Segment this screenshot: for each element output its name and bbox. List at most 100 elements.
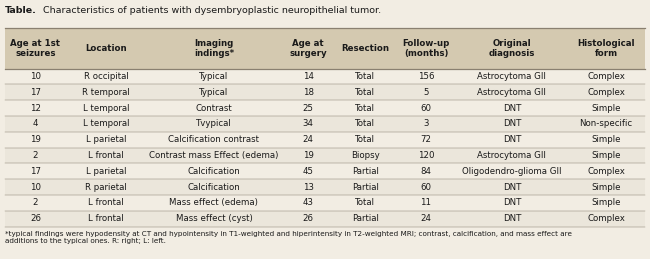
Text: Tvypical: Tvypical <box>196 119 232 128</box>
Text: Calcification: Calcification <box>188 183 240 192</box>
Text: Complex: Complex <box>587 88 625 97</box>
Text: Typical: Typical <box>200 88 229 97</box>
Text: 26: 26 <box>303 214 314 223</box>
Text: L temporal: L temporal <box>83 119 129 128</box>
Text: L frontal: L frontal <box>88 214 124 223</box>
Text: 84: 84 <box>421 167 432 176</box>
Text: Resection: Resection <box>341 44 389 53</box>
Text: 43: 43 <box>303 198 314 207</box>
Text: Location: Location <box>85 44 127 53</box>
Text: DNT: DNT <box>502 198 521 207</box>
Bar <box>5 148 645 163</box>
Text: L frontal: L frontal <box>88 198 124 207</box>
Text: Histological
form: Histological form <box>577 39 635 58</box>
Text: 120: 120 <box>418 151 434 160</box>
Text: *typical findings were hypodensity at CT and hypointensity in T1-weighted and hi: *typical findings were hypodensity at CT… <box>5 231 572 244</box>
Text: DNT: DNT <box>502 214 521 223</box>
Text: 10: 10 <box>30 72 41 81</box>
Bar <box>5 211 645 227</box>
Text: Mass effect (edema): Mass effect (edema) <box>170 198 258 207</box>
Text: 24: 24 <box>303 135 314 144</box>
Text: Biopsy: Biopsy <box>351 151 380 160</box>
Text: Total: Total <box>356 104 376 113</box>
Text: 19: 19 <box>30 135 41 144</box>
Text: 10: 10 <box>30 183 41 192</box>
Text: Partial: Partial <box>352 167 379 176</box>
Text: 19: 19 <box>303 151 313 160</box>
Bar <box>5 69 645 84</box>
Text: Follow-up
(months): Follow-up (months) <box>402 39 450 58</box>
Bar <box>5 195 645 211</box>
Text: 34: 34 <box>303 119 314 128</box>
Text: 25: 25 <box>303 104 314 113</box>
Text: Age at 1st
seizures: Age at 1st seizures <box>10 39 60 58</box>
Text: Complex: Complex <box>587 214 625 223</box>
Text: 2: 2 <box>32 151 38 160</box>
Text: Total: Total <box>356 88 376 97</box>
Text: 12: 12 <box>30 104 41 113</box>
Text: Calcification: Calcification <box>188 167 240 176</box>
Text: Age at
surgery: Age at surgery <box>289 39 327 58</box>
Text: Complex: Complex <box>587 72 625 81</box>
Text: 13: 13 <box>303 183 314 192</box>
Text: R parietal: R parietal <box>85 183 127 192</box>
Text: 11: 11 <box>421 198 432 207</box>
Text: 156: 156 <box>418 72 434 81</box>
Text: 4: 4 <box>32 119 38 128</box>
Bar <box>5 100 645 116</box>
Text: Simple: Simple <box>592 183 621 192</box>
Text: Oligodendro-glioma GII: Oligodendro-glioma GII <box>462 167 562 176</box>
Text: Non-specific: Non-specific <box>580 119 632 128</box>
Text: Contrast mass Effect (edema): Contrast mass Effect (edema) <box>150 151 279 160</box>
Text: Imaging
indings*: Imaging indings* <box>194 39 234 58</box>
Text: Partial: Partial <box>352 183 379 192</box>
Text: Total: Total <box>356 198 376 207</box>
Text: Table.: Table. <box>5 6 37 16</box>
Text: DNT: DNT <box>502 119 521 128</box>
Text: Astrocytoma GII: Astrocytoma GII <box>477 88 546 97</box>
Text: Simple: Simple <box>592 151 621 160</box>
Text: 24: 24 <box>421 214 432 223</box>
Text: Simple: Simple <box>592 104 621 113</box>
Text: Astrocytoma GII: Astrocytoma GII <box>477 151 546 160</box>
Bar <box>5 84 645 100</box>
Text: 60: 60 <box>421 104 432 113</box>
Text: Total: Total <box>356 135 376 144</box>
Bar <box>5 132 645 148</box>
Text: 18: 18 <box>303 88 314 97</box>
Text: Simple: Simple <box>592 135 621 144</box>
Text: R occipital: R occipital <box>84 72 129 81</box>
Bar <box>5 116 645 132</box>
Text: L frontal: L frontal <box>88 151 124 160</box>
Text: Simple: Simple <box>592 198 621 207</box>
Text: DNT: DNT <box>502 183 521 192</box>
Text: 45: 45 <box>303 167 314 176</box>
Text: 72: 72 <box>421 135 432 144</box>
Text: 17: 17 <box>30 88 41 97</box>
Text: Characteristics of patients with dysembryoplastic neuropithelial tumor.: Characteristics of patients with dysembr… <box>40 6 381 16</box>
Bar <box>5 163 645 179</box>
Text: Typical: Typical <box>200 72 229 81</box>
Text: Complex: Complex <box>587 167 625 176</box>
Text: L parietal: L parietal <box>86 167 127 176</box>
Text: Astrocytoma GII: Astrocytoma GII <box>477 72 546 81</box>
Text: 17: 17 <box>30 167 41 176</box>
Text: 3: 3 <box>423 119 429 128</box>
Text: Total: Total <box>356 119 376 128</box>
Text: 26: 26 <box>30 214 41 223</box>
Text: DNT: DNT <box>502 104 521 113</box>
Text: Contrast: Contrast <box>196 104 232 113</box>
Text: Total: Total <box>356 72 376 81</box>
Text: Calcification contrast: Calcification contrast <box>168 135 259 144</box>
Text: DNT: DNT <box>502 135 521 144</box>
Text: L temporal: L temporal <box>83 104 129 113</box>
Bar <box>5 179 645 195</box>
Text: 60: 60 <box>421 183 432 192</box>
Text: Mass effect (cyst): Mass effect (cyst) <box>176 214 252 223</box>
Text: Original
diagnosis: Original diagnosis <box>489 39 535 58</box>
Text: 2: 2 <box>32 198 38 207</box>
Text: L parietal: L parietal <box>86 135 127 144</box>
Text: R temporal: R temporal <box>83 88 130 97</box>
Text: Partial: Partial <box>352 214 379 223</box>
Text: 5: 5 <box>423 88 429 97</box>
